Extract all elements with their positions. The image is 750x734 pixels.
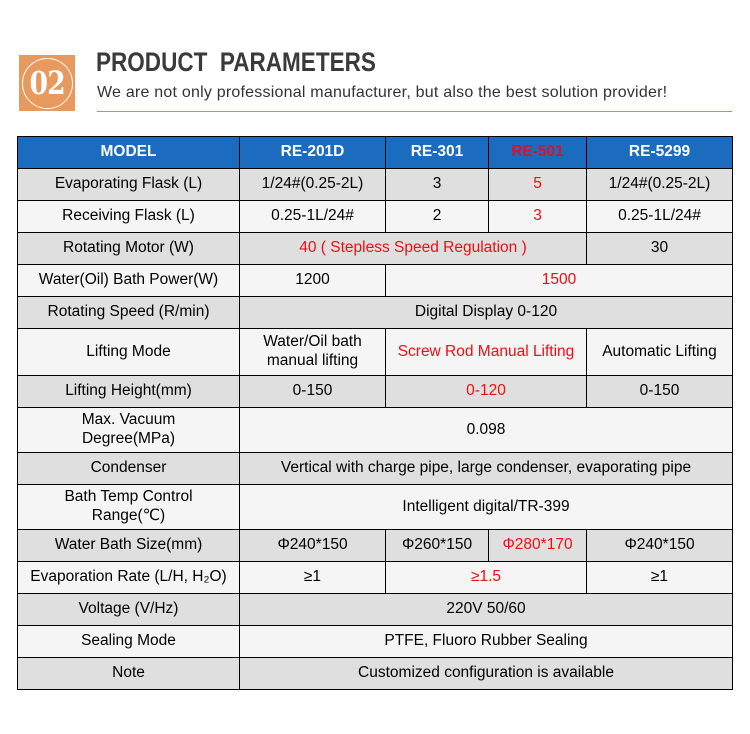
data-cell: 1/24#(0.25-2L) xyxy=(239,168,386,201)
row-label-cell: Bath Temp Control Range(℃) xyxy=(17,484,240,530)
data-cell: 0.25-1L/24# xyxy=(239,200,386,233)
product-parameters-table: MODEL RE-201D RE-301 RE-501 RE-5299 Evap… xyxy=(17,136,733,690)
row-label-cell: Lifting Height(mm) xyxy=(17,375,240,408)
data-cell: Screw Rod Manual Lifting xyxy=(385,328,587,376)
header-divider xyxy=(97,111,732,113)
row-label-cell: Evaporating Flask (L) xyxy=(17,168,240,201)
row-label-cell: Water(Oil) Bath Power(W) xyxy=(17,264,240,297)
row-label-cell: Max. Vacuum Degree(MPa) xyxy=(17,407,240,453)
table-row: Rotating Motor (W) 40 ( Stepless Speed Re… xyxy=(17,232,733,265)
table-row: Receiving Flask (L) 0.25-1L/24# 2 3 0.25-1L/… xyxy=(17,200,733,233)
data-cell: ≥1 xyxy=(239,561,386,594)
page-subtitle: We are not only professional manufacture… xyxy=(97,84,668,101)
column-header-model: MODEL xyxy=(17,136,240,169)
row-label-cell: Rotating Speed (R/min) xyxy=(17,296,240,329)
row-label-cell: Lifting Mode xyxy=(17,328,240,376)
data-cell: 0-150 xyxy=(586,375,733,408)
row-label-cell: Rotating Motor (W) xyxy=(17,232,240,265)
table-row: Water(Oil) Bath Power(W) 1200 1500 xyxy=(17,264,733,297)
row-label-cell: Note xyxy=(17,657,240,690)
data-cell: ≥1.5 xyxy=(385,561,587,594)
table-row: Water Bath Size(mm) Φ240*150 Φ260*150 Φ280*… xyxy=(17,529,733,562)
table-row: Max. Vacuum Degree(MPa) 0.098 xyxy=(17,407,733,453)
data-cell: 30 xyxy=(586,232,733,265)
badge-circle: 02 xyxy=(21,57,73,109)
data-cell: PTFE, Fluoro Rubber Sealing xyxy=(239,625,733,658)
data-cell: Φ260*150 xyxy=(385,529,489,562)
row-label-cell: Sealing Mode xyxy=(17,625,240,658)
data-cell: Intelligent digital/TR-399 xyxy=(239,484,733,530)
page-title: PRODUCT PARAMETERS xyxy=(96,47,376,77)
row-label-cell: Water Bath Size(mm) xyxy=(17,529,240,562)
column-header-re-5299: RE-5299 xyxy=(586,136,733,169)
data-cell: 3 xyxy=(385,168,489,201)
data-cell: 2 xyxy=(385,200,489,233)
table-row: Bath Temp Control Range(℃) Intelligent di… xyxy=(17,484,733,530)
table-row: Note Customized configuration is availabl… xyxy=(17,657,733,690)
data-cell: Φ240*150 xyxy=(586,529,733,562)
table-row: Condenser Vertical with charge pipe, larg… xyxy=(17,452,733,485)
table-row: Evaporation Rate (L/H, H₂O) ≥1 ≥1.5 ≥1 xyxy=(17,561,733,594)
data-cell: ≥1 xyxy=(586,561,733,594)
column-header-re-201d: RE-201D xyxy=(239,136,386,169)
row-label-cell: Evaporation Rate (L/H, H₂O) xyxy=(17,561,240,594)
section-number-badge: 02 xyxy=(19,55,75,111)
data-cell: Automatic Lifting xyxy=(586,328,733,376)
data-cell: 0-150 xyxy=(239,375,386,408)
data-cell: 0-120 xyxy=(385,375,587,408)
column-header-re-501: RE-501 xyxy=(488,136,587,169)
data-cell: Digital Display 0-120 xyxy=(239,296,733,329)
row-label-cell: Receiving Flask (L) xyxy=(17,200,240,233)
data-cell: 5 xyxy=(488,168,587,201)
table-header-row: MODEL RE-201D RE-301 RE-501 RE-5299 xyxy=(17,136,733,169)
table-row: Lifting Mode Water/Oil bath manual liftin… xyxy=(17,328,733,376)
table-row: Evaporating Flask (L) 1/24#(0.25-2L) 3 5 1/2… xyxy=(17,168,733,201)
data-cell: 220V 50/60 xyxy=(239,593,733,626)
badge-number: 02 xyxy=(29,63,65,102)
data-cell: Customized configuration is available xyxy=(239,657,733,690)
data-cell: Φ280*170 xyxy=(488,529,587,562)
table-row: Sealing Mode PTFE, Fluoro Rubber Sealing xyxy=(17,625,733,658)
data-cell: 3 xyxy=(488,200,587,233)
row-label-cell: Condenser xyxy=(17,452,240,485)
data-cell: 1500 xyxy=(385,264,733,297)
data-cell: 0.25-1L/24# xyxy=(586,200,733,233)
table-row: Lifting Height(mm) 0-150 0-120 0-150 xyxy=(17,375,733,408)
data-cell: Φ240*150 xyxy=(239,529,386,562)
data-cell: 0.098 xyxy=(239,407,733,453)
data-cell: Vertical with charge pipe, large condens… xyxy=(239,452,733,485)
data-cell: 40 ( Stepless Speed Regulation ) xyxy=(239,232,587,265)
table-row: Voltage (V/Hz) 220V 50/60 xyxy=(17,593,733,626)
data-cell: 1/24#(0.25-2L) xyxy=(586,168,733,201)
data-cell: 1200 xyxy=(239,264,386,297)
table-row: Rotating Speed (R/min) Digital Display 0-… xyxy=(17,296,733,329)
data-cell: Water/Oil bath manual lifting xyxy=(239,328,386,376)
row-label-cell: Voltage (V/Hz) xyxy=(17,593,240,626)
column-header-re-301: RE-301 xyxy=(385,136,489,169)
